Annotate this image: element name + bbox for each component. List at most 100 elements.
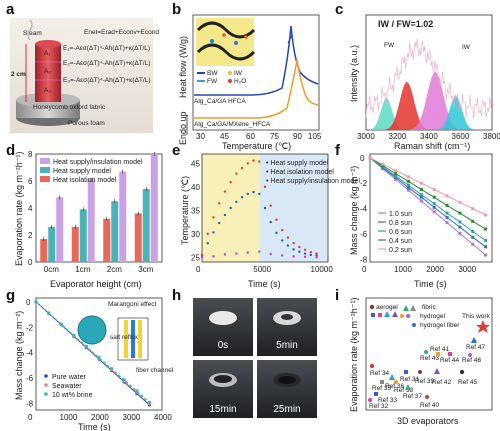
g-ylabel: Mass change (kg m⁻²) [14,311,24,400]
ref-37: Ref 37 [403,393,423,400]
g-legend-label: 10 wt% brine [52,392,93,399]
f-point-2 [394,174,398,178]
e-point-1 [315,256,318,259]
e-point-1 [212,255,215,258]
ref-36: Ref 36 [385,383,405,390]
plot-frame-b [192,14,320,131]
d-ytick: 8 [28,150,33,159]
d-ytick: 4 [28,204,33,213]
e-point-2 [206,232,209,236]
legend-fw: FW [207,78,218,85]
e-point-2 [252,159,255,162]
panel-i: i Evaporation rate (kg m⁻²h⁻¹) 3D evapor… [335,287,493,426]
raman-spectrum [365,38,492,119]
g-point-2 [135,389,139,393]
f-point-2 [407,183,411,187]
e-point-0 [263,206,267,210]
e-point-2 [292,242,295,245]
c-xtick: 3600 [452,132,470,141]
plot-frame-g [35,297,163,411]
e-point-2 [229,180,232,184]
f-ylabel: Mass change (kg m⁻²) [349,166,359,255]
e-point-2 [286,236,290,239]
this-work-label: This work [462,313,491,320]
panel-f: f 1.0 sun 0.8 sun 0.6 sun 0.4 sun 0.2 sun 0 10… [335,142,493,289]
g-legend-label: Seawater [52,383,82,390]
foam-label: Porous foam [68,120,105,127]
g-line-2 [35,301,150,403]
e-point-0 [240,196,244,199]
f-point-1 [432,205,436,209]
e-point-0 [206,242,209,245]
panel-label-f: f [335,142,341,159]
e-point-1 [292,255,295,258]
legend-hydrogel-fiber: hydrogel fiber [420,322,460,329]
bar-0-3 [134,213,142,262]
ref-31: Ref 31 [400,376,420,383]
panel-b: b BW IW FW H₂O Alg_Ca/GA HFCA Alg_Ca/GA/… [172,1,322,151]
panel-label-c: c [335,1,343,18]
f-point-3 [394,172,398,176]
d-ylabel: Evaporation rate (kg m⁻²h⁻¹) [14,151,24,266]
e-point-0 [235,200,238,204]
steam-wisp [27,19,33,41]
d-xlabel: Evaporator height (cm) [50,279,142,289]
d-legend-swatch [40,176,50,182]
e-point-0 [298,250,301,253]
g-xtick: 4000 [154,413,172,422]
c-xtick: 3800 [483,132,500,141]
e-ytick: 40 [191,183,200,192]
b-xlabel: Temperature (℃) [222,141,291,151]
ref-34: Ref 34 [370,370,390,377]
ref-40: Ref 40 [420,402,440,409]
g-point-2 [34,300,38,304]
zone-a2: A₂ [44,68,51,75]
svg-text:75: 75 [270,132,279,141]
steam-label: Steam [23,30,42,37]
f-point-0 [458,231,462,235]
panel-e: e • Heat supply model • Heat isolation mo… [172,142,360,289]
c-xlabel: Raman shift (cm⁻¹) [394,141,470,151]
g-inset-channel-1 [124,320,128,358]
e-point-2 [269,204,272,207]
e-point-0 [229,206,232,210]
e-point-1 [223,253,227,256]
fabric-label: Honeycomb oxford fabric [33,104,106,111]
svg-text:45: 45 [220,132,229,141]
e-point-2 [303,248,307,251]
panel-g: g Pure water Seawater 10 wt% brine Marangon… [6,287,174,431]
panel-a: a Enet=Erad+Econv+Econd E₁=-Aεσ(ΔT)⁴-Ah(… [6,1,159,133]
svg-text:60: 60 [246,132,255,141]
f-point-0 [407,188,411,192]
f-point-0 [484,253,488,257]
f-xtick: 3000 [458,265,476,274]
f-legend-label: 0.6 sun [389,229,412,236]
d-xtick: 3cm [138,265,153,274]
f-point-1 [484,245,488,249]
f-point-3 [419,188,423,192]
panel-label-a: a [6,1,15,18]
legend-aerogel: aerogel [376,304,398,311]
panel-d: d 0cm 1cm 2cm 3cm 0 2 4 6 8 Heat supply/insulatio… [6,142,163,289]
zone-a1: A₁ [44,50,51,57]
d-legend-swatch [40,167,50,173]
e-point-0 [303,252,307,255]
f-point-2 [471,230,475,234]
e-point-2 [309,250,313,254]
e-point-2 [275,218,278,221]
time-0s: 0s [218,340,229,351]
panel-label-h: h [172,287,181,304]
g-point-2 [147,400,151,404]
f-xtick: 1000 [394,265,412,274]
f-legend-label: 1.0 sun [389,211,412,218]
g-point-2 [97,355,101,360]
e-legend-label: • Heat supply/insulation model [266,178,360,185]
plot-frame-i [365,297,493,411]
e-point-1 [280,254,284,257]
f-point-3 [407,179,411,183]
g-legend-marker [44,383,48,387]
f-point-1 [458,225,462,229]
e-point-2 [258,160,261,163]
f-line-1 [369,157,486,248]
d-legend-label: Heat supply/insulation model [53,159,143,166]
